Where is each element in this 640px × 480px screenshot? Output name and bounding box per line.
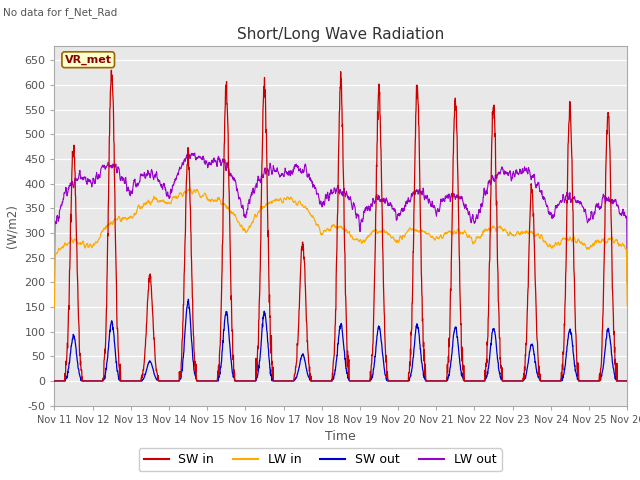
Y-axis label: (W/m2): (W/m2) <box>6 204 19 248</box>
Legend: SW in, LW in, SW out, LW out: SW in, LW in, SW out, LW out <box>138 448 502 471</box>
Text: VR_met: VR_met <box>65 55 112 65</box>
X-axis label: Time: Time <box>325 430 356 443</box>
Text: No data for f_Net_Rad: No data for f_Net_Rad <box>3 7 118 18</box>
Title: Short/Long Wave Radiation: Short/Long Wave Radiation <box>237 27 444 42</box>
